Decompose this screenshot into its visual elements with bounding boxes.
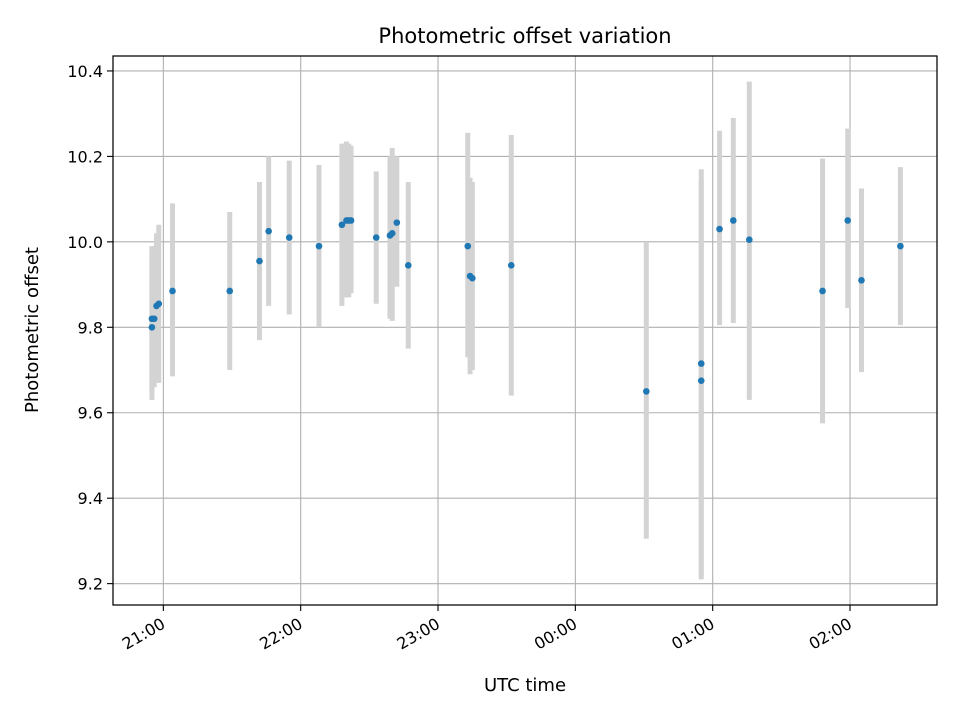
- y-tick-label: 9.6: [78, 404, 103, 423]
- data-point: [897, 242, 904, 250]
- data-point: [372, 234, 380, 241]
- data-point: [285, 234, 293, 241]
- data-point: [347, 217, 355, 224]
- y-tick-label: 10.2: [67, 147, 103, 166]
- data-point: [169, 287, 176, 295]
- y-tick-label: 10.0: [67, 233, 103, 252]
- data-point: [697, 377, 705, 385]
- data-points: [148, 217, 904, 395]
- y-tick-label: 9.8: [78, 318, 103, 337]
- data-point: [746, 236, 753, 244]
- data-point: [697, 360, 705, 367]
- data-point: [150, 315, 158, 323]
- y-axis-title: Photometric offset: [22, 247, 43, 413]
- data-point: [464, 242, 472, 250]
- x-axis-title: UTC time: [484, 675, 566, 696]
- data-point: [338, 221, 346, 229]
- data-point: [265, 227, 272, 235]
- data-point: [469, 274, 476, 282]
- data-point: [393, 219, 401, 226]
- data-point: [315, 242, 323, 250]
- data-point: [819, 287, 826, 295]
- data-point: [148, 323, 156, 331]
- data-point: [256, 257, 263, 265]
- data-point: [507, 262, 515, 269]
- data-point: [729, 217, 737, 224]
- data-point: [226, 287, 234, 295]
- data-point: [844, 217, 852, 224]
- y-tick-label: 9.4: [78, 489, 103, 508]
- data-point: [716, 225, 723, 233]
- chart-title: Photometric offset variation: [378, 24, 671, 48]
- data-point: [858, 276, 865, 284]
- data-point: [388, 230, 396, 237]
- y-tick-label: 9.2: [78, 575, 103, 594]
- data-point: [643, 388, 650, 395]
- data-point: [155, 300, 163, 308]
- plot-frame: [112, 55, 938, 606]
- y-tick-label: 10.4: [67, 62, 103, 81]
- data-point: [404, 262, 412, 269]
